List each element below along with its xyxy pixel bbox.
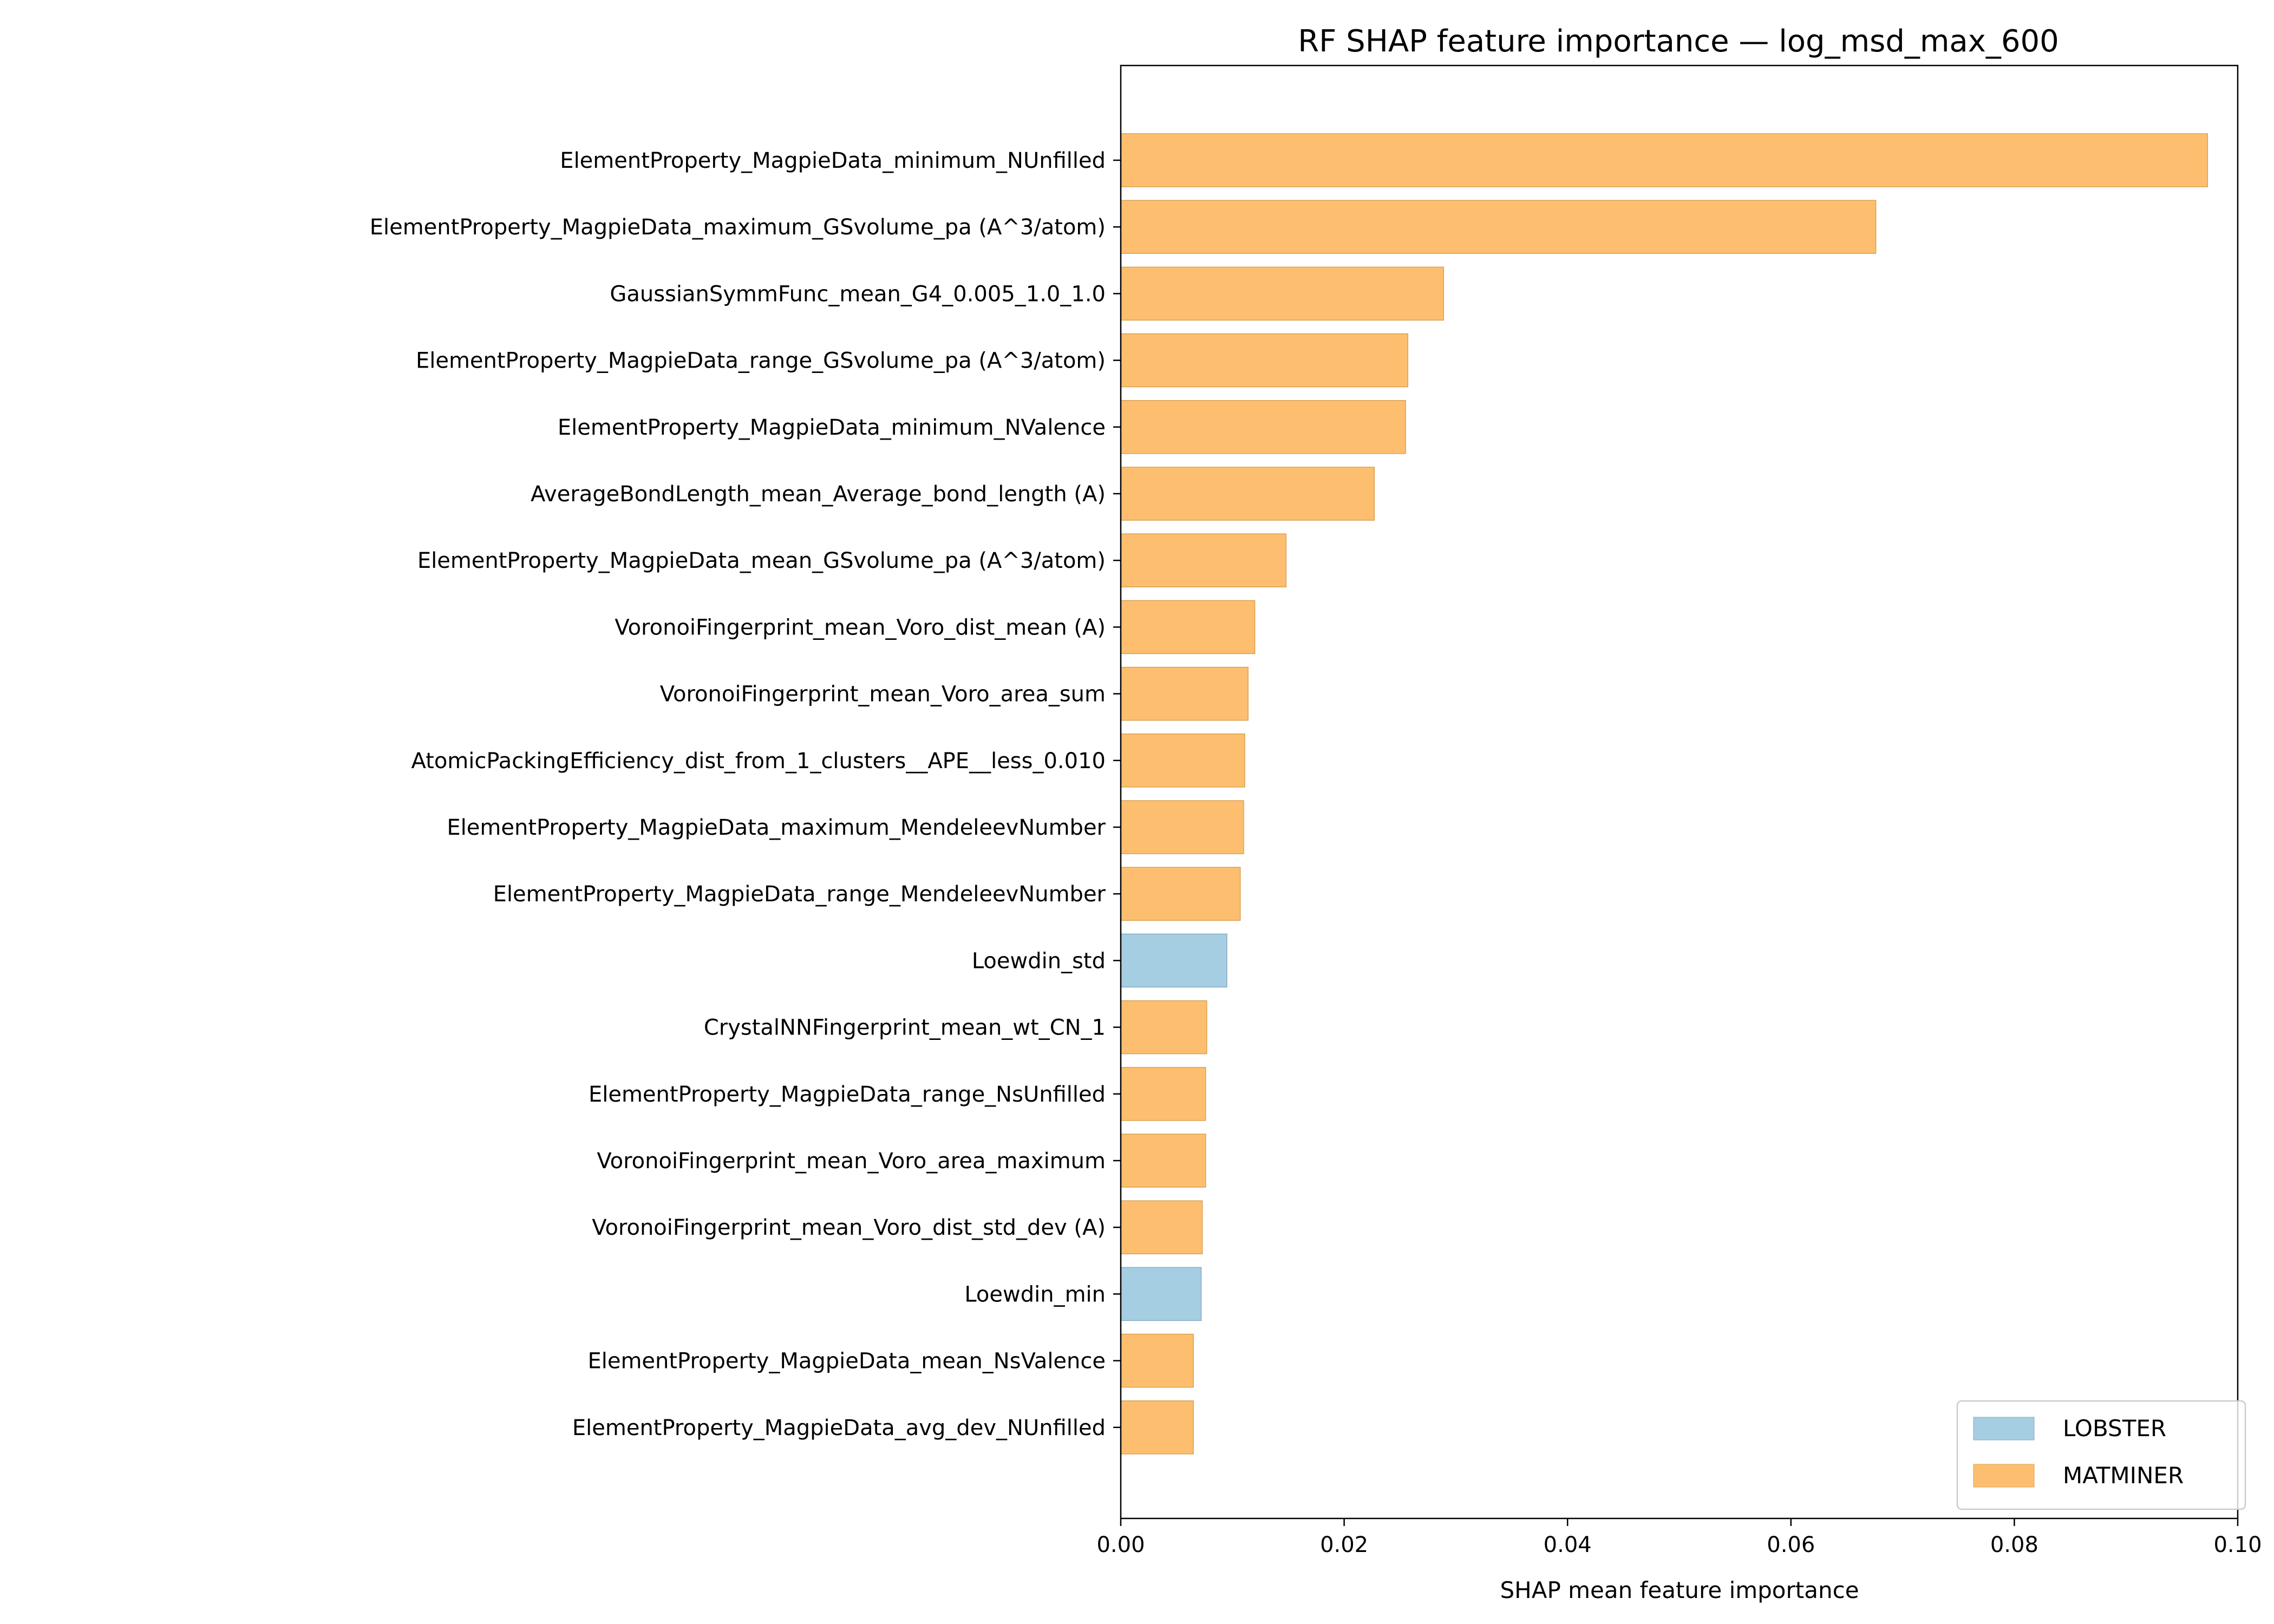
- legend-swatch-lobster: [1973, 1417, 2035, 1440]
- y-tick-label: Loewdin_min: [964, 1282, 1106, 1307]
- bar-matminer: [1120, 1400, 1194, 1455]
- y-tick-label: ElementProperty_MagpieData_range_NsUnfil…: [589, 1082, 1106, 1107]
- y-tick-label: ElementProperty_MagpieData_mean_NsValenc…: [587, 1349, 1106, 1374]
- y-tick-label: AtomicPackingEfficiency_dist_from_1_clus…: [411, 749, 1106, 774]
- x-tick-label: 0.08: [1990, 1533, 2038, 1557]
- y-tick-label: ElementProperty_MagpieData_mean_GSvolume…: [417, 548, 1106, 573]
- y-tick-label: VoronoiFingerprint_mean_Voro_area_sum: [660, 682, 1106, 707]
- bar-matminer: [1120, 1333, 1194, 1388]
- y-tick-label: ElementProperty_MagpieData_range_Mendele…: [493, 882, 1106, 907]
- bar-matminer: [1120, 1067, 1206, 1121]
- bar-lobster: [1120, 933, 1227, 988]
- bar-matminer: [1120, 333, 1408, 388]
- bar-matminer: [1120, 600, 1256, 654]
- y-tick-label: ElementProperty_MagpieData_minimum_NVale…: [558, 415, 1106, 440]
- y-tick-label: VoronoiFingerprint_mean_Voro_area_maximu…: [597, 1149, 1106, 1174]
- y-tick-label: Loewdin_std: [972, 948, 1106, 973]
- bar-lobster: [1120, 1267, 1202, 1321]
- axes-frame: [1120, 64, 2239, 1520]
- legend-swatch-matminer: [1973, 1464, 2035, 1488]
- y-tick-label: ElementProperty_MagpieData_range_GSvolum…: [416, 349, 1106, 374]
- bar-matminer: [1120, 1200, 1203, 1254]
- y-tick-label: VoronoiFingerprint_mean_Voro_dist_mean (…: [615, 615, 1106, 640]
- y-tick-label: AverageBondLength_mean_Average_bond_leng…: [531, 482, 1106, 507]
- y-tick-label: CrystalNNFingerprint_mean_wt_CN_1: [704, 1016, 1106, 1040]
- bars-group: [1120, 133, 2208, 1455]
- bar-matminer: [1120, 533, 1287, 587]
- bar-matminer: [1120, 467, 1375, 521]
- y-tick-label: ElementProperty_MagpieData_maximum_Mende…: [447, 815, 1106, 840]
- bar-matminer: [1120, 1000, 1207, 1055]
- bar-matminer: [1120, 400, 1406, 454]
- y-tick-labels: ElementProperty_MagpieData_minimum_NUnfi…: [370, 148, 1121, 1440]
- bar-matminer: [1120, 867, 1241, 921]
- bar-matminer: [1120, 266, 1444, 321]
- legend-label-lobster: LOBSTER: [2063, 1415, 2166, 1442]
- y-tick-label: VoronoiFingerprint_mean_Voro_dist_std_de…: [592, 1215, 1106, 1240]
- legend: LOBSTER MATMINER: [1956, 1400, 2246, 1510]
- x-axis-label: SHAP mean feature importance: [1500, 1577, 1859, 1603]
- bar-matminer: [1120, 666, 1249, 721]
- bar-matminer: [1120, 1134, 1206, 1188]
- y-tick-label: ElementProperty_MagpieData_maximum_GSvol…: [370, 215, 1106, 240]
- x-tick-label: 0.02: [1320, 1533, 1368, 1557]
- x-tick-label: 0.06: [1767, 1533, 1815, 1557]
- x-tick-label: 0.10: [2213, 1533, 2262, 1557]
- chart-title: RF SHAP feature importance — log_msd_max…: [1298, 24, 2059, 59]
- y-tick-label: ElementProperty_MagpieData_minimum_NUnfi…: [560, 148, 1106, 173]
- x-tick-label: 0.00: [1096, 1533, 1145, 1557]
- legend-label-matminer: MATMINER: [2063, 1462, 2184, 1489]
- bar-matminer: [1120, 800, 1244, 854]
- y-tick-label: GaussianSymmFunc_mean_G4_0.005_1.0_1.0: [610, 281, 1106, 306]
- x-tick-label: 0.04: [1544, 1533, 1592, 1557]
- bar-matminer: [1120, 734, 1245, 788]
- bar-matminer: [1120, 200, 1877, 254]
- y-tick-label: ElementProperty_MagpieData_avg_dev_NUnfi…: [572, 1416, 1106, 1440]
- bar-matminer: [1120, 133, 2208, 187]
- x-ticks: 0.00 0.02 0.04 0.06 0.08 0.10: [1096, 1518, 2262, 1557]
